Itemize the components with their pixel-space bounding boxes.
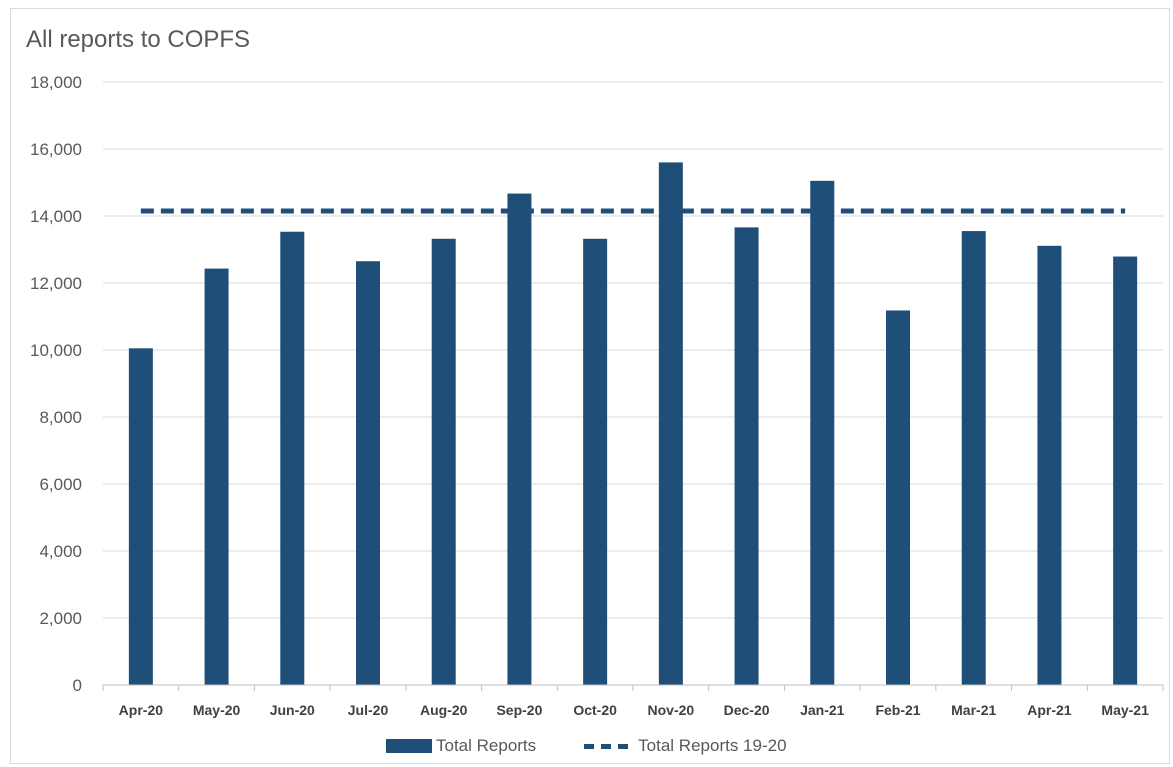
x-tick-label: Mar-21 xyxy=(951,702,996,718)
y-tick-label: 6,000 xyxy=(39,475,82,494)
bar xyxy=(810,180,835,685)
legend-item-bar: Total Reports xyxy=(386,736,536,756)
x-tick-label: Aug-20 xyxy=(420,702,468,718)
bar xyxy=(204,268,229,685)
bar xyxy=(886,310,910,685)
y-tick-label: 8,000 xyxy=(39,408,82,427)
x-tick-label: Sep-20 xyxy=(496,702,542,718)
x-tick-label: Apr-21 xyxy=(1027,702,1072,718)
legend: Total Reports Total Reports 19-20 xyxy=(386,736,787,756)
x-tick-label: Jul-20 xyxy=(348,702,389,718)
gridlines xyxy=(103,81,1163,619)
legend-swatch-bar xyxy=(386,739,432,753)
bar xyxy=(128,348,153,685)
bar xyxy=(734,227,759,685)
x-tick-label: Jun-20 xyxy=(270,702,315,718)
x-axis-ticks: Apr-20 May-20 Jun-20 Jul-20 Aug-20 Sep-20 Oct-… xyxy=(119,702,1149,718)
x-tick-label: Apr-20 xyxy=(119,702,164,718)
x-tick-label: Feb-21 xyxy=(875,702,920,718)
y-tick-label: 12,000 xyxy=(30,274,82,293)
legend-swatch-line xyxy=(584,743,629,749)
legend-label-bar: Total Reports xyxy=(436,736,537,755)
y-tick-label: 4,000 xyxy=(39,542,82,561)
bar xyxy=(961,231,986,685)
y-axis-ticks: 0 2,000 4,000 6,000 8,000 10,000 12,000 14,000 1… xyxy=(30,73,82,695)
bar xyxy=(280,231,305,685)
x-tick-label: May-21 xyxy=(1101,702,1149,718)
bar xyxy=(356,261,380,685)
bar xyxy=(583,238,608,685)
bar-series xyxy=(128,162,1138,685)
y-tick-label: 10,000 xyxy=(30,341,82,360)
y-tick-label: 2,000 xyxy=(39,609,82,628)
legend-item-line: Total Reports 19-20 xyxy=(584,736,787,756)
y-tick-label: 0 xyxy=(73,676,82,695)
bar xyxy=(1113,256,1138,685)
y-tick-label: 14,000 xyxy=(30,207,82,226)
legend-label-line: Total Reports 19-20 xyxy=(638,736,787,755)
x-tick-label: Dec-20 xyxy=(724,702,770,718)
x-tick-label: Jan-21 xyxy=(800,702,845,718)
y-tick-label: 16,000 xyxy=(30,140,82,159)
bar xyxy=(658,162,683,685)
bar xyxy=(1037,245,1062,685)
x-axis xyxy=(102,684,1164,691)
chart-title: All reports to COPFS xyxy=(26,26,251,53)
x-tick-label: May-20 xyxy=(193,702,241,718)
bar xyxy=(431,238,456,685)
x-tick-label: Nov-20 xyxy=(648,702,695,718)
x-tick-label: Oct-20 xyxy=(573,702,617,718)
y-tick-label: 18,000 xyxy=(30,73,82,92)
bar xyxy=(507,193,532,685)
